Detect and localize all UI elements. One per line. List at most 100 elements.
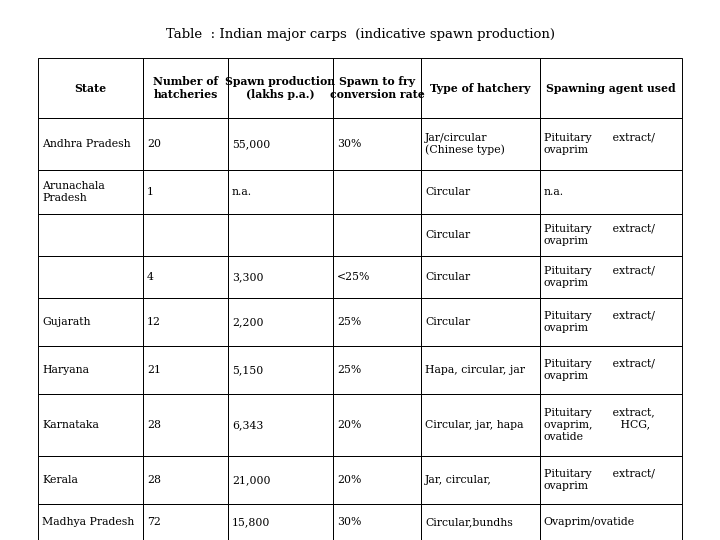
Text: Circular: Circular xyxy=(425,230,470,240)
Text: 20%: 20% xyxy=(337,420,361,430)
Bar xyxy=(333,58,421,118)
Bar xyxy=(228,214,333,256)
Text: Ovaprim/ovatide: Ovaprim/ovatide xyxy=(544,517,635,527)
Bar xyxy=(540,214,682,256)
Text: Circular: Circular xyxy=(425,187,470,197)
Bar xyxy=(143,346,228,394)
Text: Andhra Pradesh: Andhra Pradesh xyxy=(42,139,130,149)
Text: Gujarath: Gujarath xyxy=(42,317,91,327)
Bar xyxy=(143,394,228,456)
Bar xyxy=(333,456,421,504)
Text: 4: 4 xyxy=(147,272,154,282)
Bar xyxy=(540,394,682,456)
Text: Hapa, circular, jar: Hapa, circular, jar xyxy=(425,365,525,375)
Bar xyxy=(38,214,143,256)
Text: Pituitary      extract/
ovaprim: Pituitary extract/ ovaprim xyxy=(544,359,654,381)
Bar xyxy=(143,456,228,504)
Bar xyxy=(421,214,540,256)
Text: Pituitary      extract/
ovaprim: Pituitary extract/ ovaprim xyxy=(544,133,654,155)
Bar xyxy=(540,170,682,214)
Text: Madhya Pradesh: Madhya Pradesh xyxy=(42,517,134,527)
Bar xyxy=(540,256,682,298)
Text: Circular, jar, hapa: Circular, jar, hapa xyxy=(425,420,523,430)
Bar xyxy=(38,256,143,298)
Bar xyxy=(540,118,682,170)
Text: 21: 21 xyxy=(147,365,161,375)
Bar xyxy=(421,456,540,504)
Text: Type of hatchery: Type of hatchery xyxy=(430,83,531,93)
Text: Pituitary      extract/
ovaprim: Pituitary extract/ ovaprim xyxy=(544,224,654,246)
Text: Haryana: Haryana xyxy=(42,365,89,375)
Bar xyxy=(333,214,421,256)
Bar xyxy=(38,58,143,118)
Text: 2,200: 2,200 xyxy=(232,317,264,327)
Text: 72: 72 xyxy=(147,517,161,527)
Text: 6,343: 6,343 xyxy=(232,420,264,430)
Bar xyxy=(143,118,228,170)
Text: Jar, circular,: Jar, circular, xyxy=(425,475,492,485)
Bar xyxy=(421,118,540,170)
Text: 20%: 20% xyxy=(337,475,361,485)
Text: 5,150: 5,150 xyxy=(232,365,263,375)
Bar xyxy=(333,504,421,540)
Text: Pituitary      extract,
ovaprim,        HCG,
ovatide: Pituitary extract, ovaprim, HCG, ovatide xyxy=(544,408,654,442)
Text: 15,800: 15,800 xyxy=(232,517,270,527)
Text: n.a.: n.a. xyxy=(232,187,252,197)
Text: 21,000: 21,000 xyxy=(232,475,270,485)
Text: Circular: Circular xyxy=(425,272,470,282)
Text: <25%: <25% xyxy=(337,272,370,282)
Text: Karnataka: Karnataka xyxy=(42,420,99,430)
Bar xyxy=(228,394,333,456)
Text: Kerala: Kerala xyxy=(42,475,78,485)
Bar xyxy=(421,170,540,214)
Bar xyxy=(540,456,682,504)
Text: Pituitary      extract/
ovaprim: Pituitary extract/ ovaprim xyxy=(544,469,654,491)
Bar xyxy=(38,170,143,214)
Text: 55,000: 55,000 xyxy=(232,139,270,149)
Bar xyxy=(228,456,333,504)
Bar xyxy=(143,214,228,256)
Bar xyxy=(333,394,421,456)
Text: n.a.: n.a. xyxy=(544,187,564,197)
Bar xyxy=(228,58,333,118)
Bar xyxy=(228,256,333,298)
Text: Pituitary      extract/
ovaprim: Pituitary extract/ ovaprim xyxy=(544,266,654,288)
Text: 28: 28 xyxy=(147,475,161,485)
Text: 20: 20 xyxy=(147,139,161,149)
Bar xyxy=(38,298,143,346)
Text: 30%: 30% xyxy=(337,139,361,149)
Text: Circular,bundhs: Circular,bundhs xyxy=(425,517,513,527)
Text: Spawn production
(lakhs p.a.): Spawn production (lakhs p.a.) xyxy=(225,76,336,100)
Text: Arunachala
Pradesh: Arunachala Pradesh xyxy=(42,181,104,203)
Bar xyxy=(143,256,228,298)
Bar xyxy=(540,58,682,118)
Bar xyxy=(333,256,421,298)
Bar xyxy=(228,118,333,170)
Text: Spawning agent used: Spawning agent used xyxy=(546,83,675,93)
Bar xyxy=(38,456,143,504)
Bar xyxy=(38,394,143,456)
Bar xyxy=(38,118,143,170)
Text: Jar/circular
(Chinese type): Jar/circular (Chinese type) xyxy=(425,133,505,155)
Text: 3,300: 3,300 xyxy=(232,272,264,282)
Bar xyxy=(540,346,682,394)
Text: State: State xyxy=(74,83,107,93)
Bar xyxy=(143,298,228,346)
Text: 30%: 30% xyxy=(337,517,361,527)
Bar xyxy=(421,394,540,456)
Bar xyxy=(540,504,682,540)
Bar xyxy=(333,298,421,346)
Text: 28: 28 xyxy=(147,420,161,430)
Bar xyxy=(228,298,333,346)
Bar xyxy=(333,346,421,394)
Bar xyxy=(228,170,333,214)
Bar xyxy=(38,346,143,394)
Text: 25%: 25% xyxy=(337,365,361,375)
Bar xyxy=(143,170,228,214)
Text: Table  : Indian major carps  (indicative spawn production): Table : Indian major carps (indicative s… xyxy=(166,28,554,41)
Bar xyxy=(38,504,143,540)
Bar xyxy=(228,504,333,540)
Bar xyxy=(143,58,228,118)
Bar xyxy=(421,346,540,394)
Bar xyxy=(333,170,421,214)
